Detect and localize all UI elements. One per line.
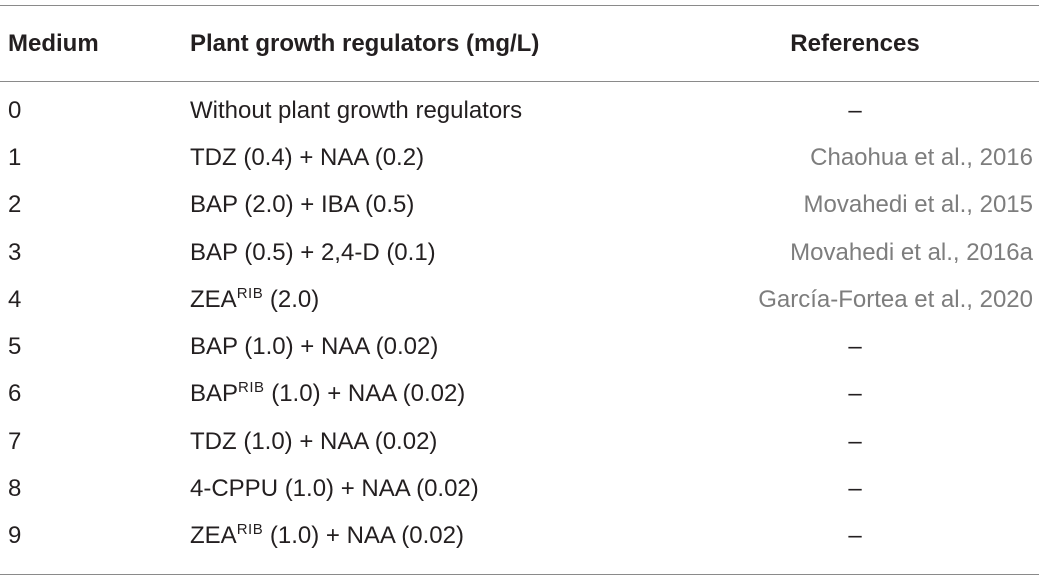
table-header-row: Medium Plant growth regulators (mg/L) Re…	[0, 6, 1039, 81]
regulators-cell: TDZ (1.0) + NAA (0.02)	[190, 427, 438, 455]
reference-cell: –	[848, 522, 862, 550]
table-top-rule	[0, 5, 1039, 6]
regulator-dose: (1.0) + NAA (0.02)	[263, 522, 464, 550]
regulator-dose: (2.0)	[263, 285, 320, 313]
table-row: 2 BAP (2.0) + IBA (0.5) Movahedi et al.,…	[0, 182, 1039, 229]
medium-cell: 9	[8, 522, 22, 550]
regulators-cell: BAP (2.0) + IBA (0.5)	[190, 191, 415, 219]
table-row: 8 4-CPPU (1.0) + NAA (0.02) –	[0, 465, 1039, 512]
table-row: 6 BAPRIB (1.0) + NAA (0.02) –	[0, 371, 1039, 418]
regulators-cell: Without plant growth regulators	[190, 96, 523, 124]
regulators-cell: 4-CPPU (1.0) + NAA (0.02)	[190, 475, 479, 503]
medium-cell: 1	[8, 143, 22, 171]
medium-cell: 8	[8, 475, 22, 503]
table-bottom-rule	[0, 574, 1039, 575]
medium-cell: 5	[8, 333, 22, 361]
reference-cell: –	[848, 427, 862, 455]
reference-cell: –	[848, 475, 862, 503]
medium-cell: 0	[8, 96, 22, 124]
regulators-cell: BAP (0.5) + 2,4-D (0.1)	[190, 238, 436, 266]
table-header-rule	[0, 81, 1039, 82]
regulator-name: ZEA	[190, 285, 237, 313]
medium-cell: 4	[8, 285, 22, 313]
header-references: References	[790, 29, 920, 57]
header-plant-growth-regulators: Plant growth regulators (mg/L)	[190, 29, 540, 57]
table-row: 7 TDZ (1.0) + NAA (0.02) –	[0, 418, 1039, 465]
reference-link[interactable]: García-Fortea et al., 2020	[758, 285, 1033, 313]
reference-cell: –	[848, 96, 862, 124]
table-row: 5 BAP (1.0) + NAA (0.02) –	[0, 323, 1039, 370]
regulators-cell: TDZ (0.4) + NAA (0.2)	[190, 143, 425, 171]
growth-regulators-table: Medium Plant growth regulators (mg/L) Re…	[0, 6, 1039, 560]
table-row: 3 BAP (0.5) + 2,4-D (0.1) Movahedi et al…	[0, 229, 1039, 276]
table-row: 9 ZEARIB (1.0) + NAA (0.02) –	[0, 513, 1039, 560]
regulators-cell: BAP (1.0) + NAA (0.02)	[190, 333, 439, 361]
medium-cell: 2	[8, 191, 22, 219]
medium-cell: 7	[8, 427, 22, 455]
table-row: 4 ZEARIB (2.0) García-Fortea et al., 202…	[0, 276, 1039, 323]
medium-cell: 3	[8, 238, 22, 266]
regulators-cell: BAPRIB (1.0) + NAA (0.02)	[190, 371, 671, 418]
regulators-cell: ZEARIB (1.0) + NAA (0.02)	[190, 513, 671, 560]
reference-cell: –	[848, 380, 862, 408]
regulator-name: ZEA	[190, 522, 237, 550]
regulator-superscript: RIB	[238, 379, 265, 397]
reference-link[interactable]: Movahedi et al., 2015	[803, 191, 1034, 219]
regulator-superscript: RIB	[236, 521, 264, 539]
reference-link[interactable]: Movahedi et al., 2016a	[790, 238, 1033, 266]
table-row: 0 Without plant growth regulators –	[0, 81, 1039, 134]
reference-cell: –	[848, 333, 862, 361]
regulator-superscript: RIB	[236, 284, 264, 302]
regulators-cell: ZEARIB (2.0)	[190, 276, 671, 323]
medium-cell: 6	[8, 380, 22, 408]
table-row: 1 TDZ (0.4) + NAA (0.2) Chaohua et al., …	[0, 134, 1039, 181]
regulator-dose: (1.0) + NAA (0.02)	[264, 380, 466, 408]
regulator-name: BAP	[190, 380, 239, 408]
reference-link[interactable]: Chaohua et al., 2016	[810, 143, 1033, 171]
header-medium: Medium	[8, 29, 99, 57]
